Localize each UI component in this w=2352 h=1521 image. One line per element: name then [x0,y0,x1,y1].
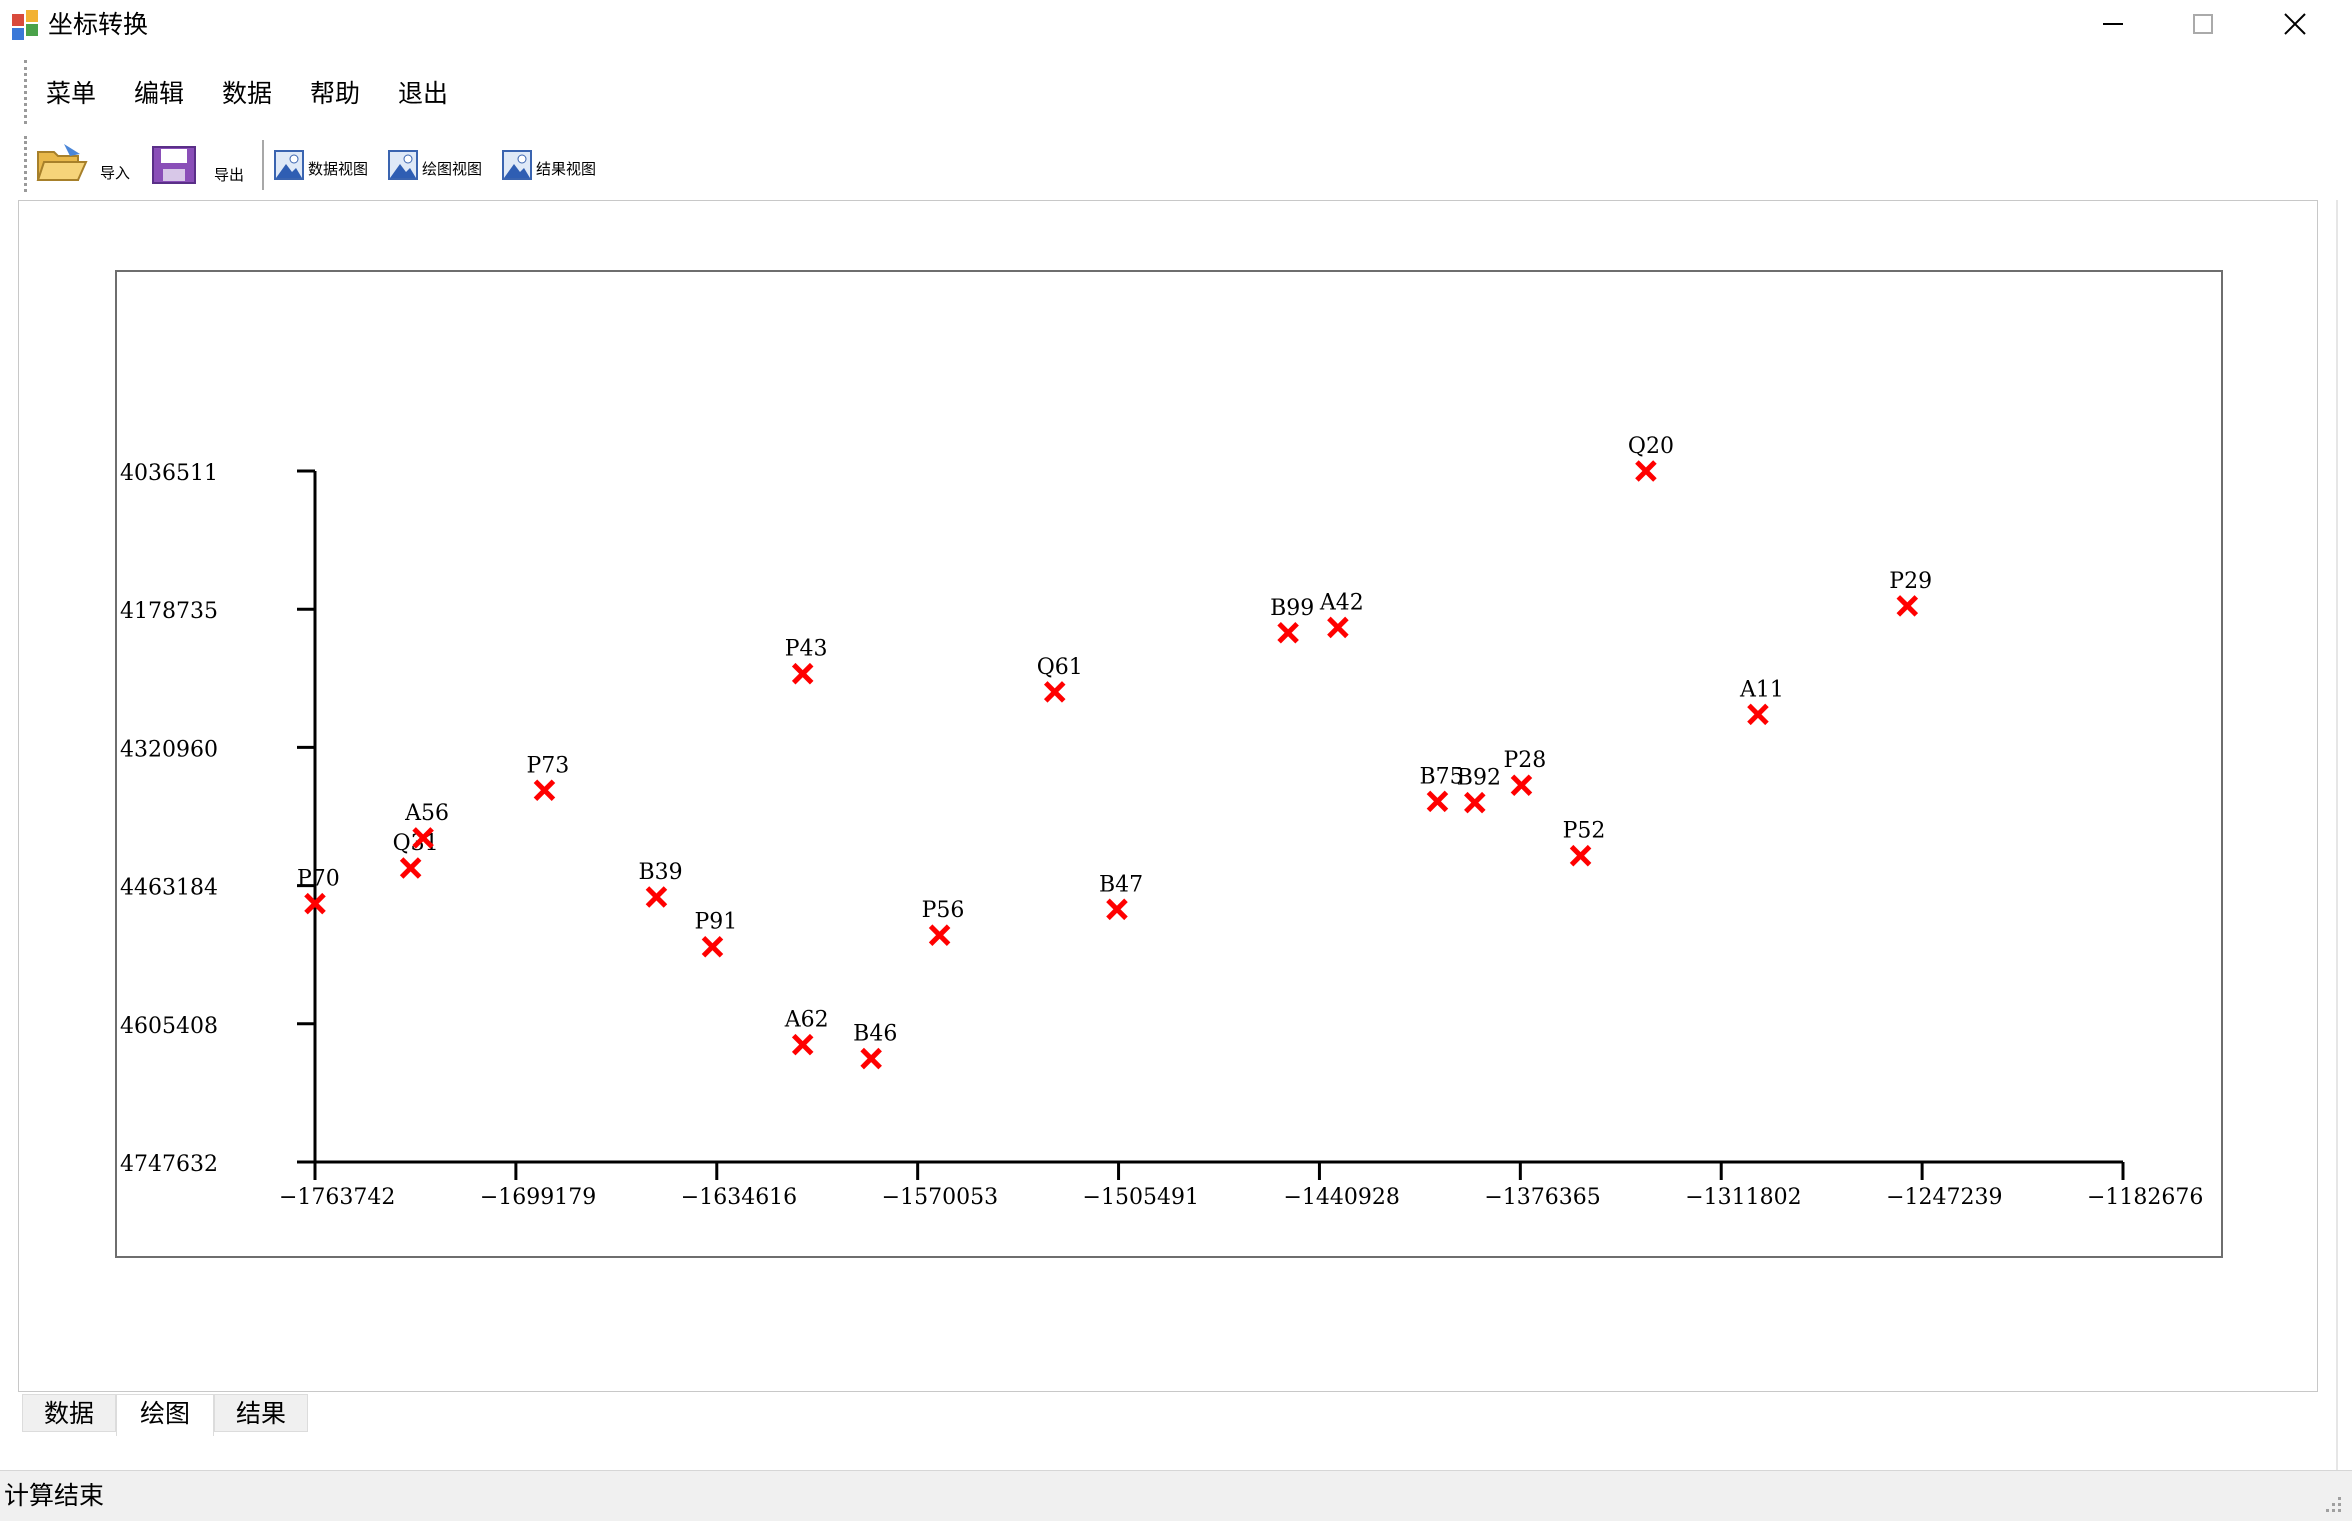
result-view-label: 结果视图 [536,160,597,178]
y-tick-label: 4463184 [120,876,218,901]
y-tick-label: 4178735 [120,599,218,624]
toolbar-grip[interactable] [24,136,30,192]
point-label: P73 [526,753,569,778]
x-tick-label: −1763742 [279,1185,395,1210]
right-border [2336,200,2338,1470]
point-label: B46 [853,1022,897,1047]
point-label: A11 [1739,677,1784,702]
menu-item-edit[interactable]: 编辑 [134,79,185,108]
point-marker [1106,898,1128,921]
point-marker [1747,703,1769,726]
point-marker [1043,681,1066,703]
point-label: A56 [404,801,449,826]
import-button[interactable]: 导入 [34,140,134,194]
point-label: B92 [1457,766,1501,791]
x-tick-label: −1311802 [1685,1185,1801,1210]
point-label: Q20 [1628,434,1674,459]
point-marker [645,886,668,908]
plot-frame: 4036511 4178735 4320960 4463184 4605408 47476… [115,270,2223,1258]
point-label: B47 [1099,872,1143,897]
plot-view-button[interactable]: 绘图视图 [388,140,498,194]
close-icon [2284,13,2306,35]
point-marker [1277,622,1299,644]
import-label: 导入 [100,164,131,182]
plot-view-label: 绘图视图 [422,160,483,178]
minimize-button[interactable] [2068,0,2158,48]
point-marker [1510,774,1533,797]
x-tick-label: −1182676 [2087,1185,2203,1210]
app-icon [12,10,42,40]
point-label: P52 [1563,819,1606,844]
tab-plot[interactable]: 绘图 [116,1394,214,1436]
picture-icon [502,150,532,180]
point-marker [399,857,422,879]
status-bar: 计算结束 [0,1470,2352,1521]
point-label: B39 [638,860,682,885]
x-tick-label: −1505491 [1083,1185,1199,1210]
point-marker [1635,460,1657,482]
x-tick-label: −1570053 [882,1185,998,1210]
export-label: 导出 [214,166,245,184]
point-marker [701,935,724,958]
resize-grip-icon[interactable] [2320,1491,2344,1515]
maximize-button[interactable] [2158,0,2248,48]
x-tick-label: −1247239 [1886,1185,2002,1210]
point-label: P91 [694,910,737,935]
point-label: A62 [784,1008,829,1033]
point-label: P43 [785,637,828,662]
point-label: P29 [1889,569,1932,594]
point-marker [791,1033,814,1056]
point-label: B75 [1419,764,1463,789]
data-view-button[interactable]: 数据视图 [274,140,384,194]
point-marker [1327,616,1349,639]
x-tick-label: −1634616 [681,1185,797,1210]
y-tick-label: 4036511 [120,461,218,486]
point-marker [860,1047,882,1070]
point-marker [1464,791,1486,814]
point-label: P56 [922,898,965,923]
scatter-plot: 4036511 4178735 4320960 4463184 4605408 47476… [120,434,2203,1210]
point-marker [533,779,556,802]
folder-open-icon [36,144,88,181]
window-title: 坐标转换 [48,10,149,39]
point-label: B99 [1270,596,1314,621]
x-tick-label: −1440928 [1283,1185,1399,1210]
point-marker [1896,595,1919,617]
point-label: Q61 [1037,655,1083,680]
tab-result[interactable]: 结果 [214,1394,308,1432]
close-button[interactable] [2250,0,2340,48]
tab-data[interactable]: 数据 [22,1394,116,1432]
data-view-label: 数据视图 [308,160,369,178]
menu-item-help[interactable]: 帮助 [310,79,361,108]
y-tick-label: 4605408 [120,1014,218,1039]
menu-item-exit[interactable]: 退出 [398,79,449,108]
point-marker [791,662,814,685]
menu-item-menu[interactable]: 菜单 [46,79,97,108]
minimize-icon [2103,23,2123,25]
point-label: P28 [1503,748,1546,773]
point-marker [1426,790,1449,813]
point-marker [1569,844,1592,867]
toolbar-separator [262,140,264,190]
picture-icon [388,150,418,180]
point-marker [412,827,434,849]
menu-grip[interactable] [24,60,30,124]
point-marker [304,892,326,915]
title-bar: 坐标转换 [0,0,2352,50]
menu-item-data[interactable]: 数据 [222,79,273,108]
y-tick-label: 4320960 [120,737,218,762]
save-icon [152,146,196,184]
picture-icon [274,150,304,180]
export-button[interactable]: 导出 [150,140,250,194]
status-text: 计算结束 [4,1481,105,1510]
y-tick-label: 4747632 [120,1152,218,1177]
result-view-button[interactable]: 结果视图 [502,140,612,194]
point-label: A42 [1319,590,1364,615]
x-tick-label: −1376365 [1484,1185,1600,1210]
point-label: P70 [297,867,340,892]
maximize-icon [2193,14,2213,34]
point-marker [928,924,951,946]
x-tick-label: −1699179 [480,1185,596,1210]
